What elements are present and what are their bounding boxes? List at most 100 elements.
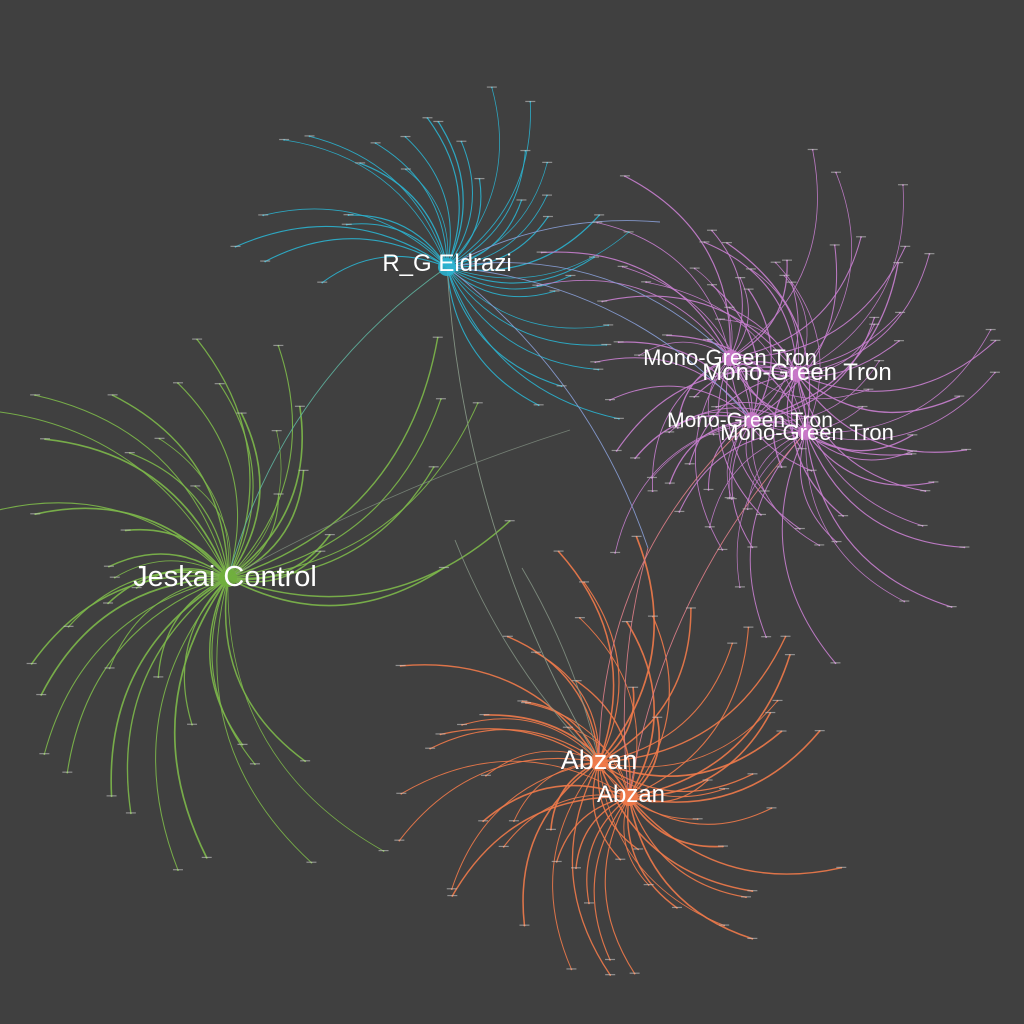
leaf-abzan1-21-tiny-label [553, 550, 564, 552]
edge-jeskai-28 [112, 394, 229, 579]
leaf-abzan2-6-tiny-label [643, 884, 654, 886]
leaf-tron2-10-tiny-label [689, 396, 700, 398]
edge-abzan2-20 [576, 680, 631, 798]
leaf-abzan1-18-tiny-label [517, 700, 528, 702]
leaf-jeskai-9-tiny-label [106, 795, 117, 797]
edge-abzan1-22 [583, 581, 620, 763]
edge-tron3-5 [614, 419, 753, 553]
edge-tron4-20 [646, 281, 807, 433]
leaf-jeskai-40-tiny-label [432, 336, 443, 338]
edge-abzan1-9 [522, 761, 600, 926]
edge-tron1-4 [624, 175, 731, 359]
leaf-abzan1-16-tiny-label [457, 723, 468, 726]
leaf-abzan1-9-tiny-label [519, 924, 530, 926]
edge-eldrazi-25 [446, 256, 595, 284]
leaf-tron1-13-tiny-label [893, 340, 904, 342]
leaf-eldrazi-32-tiny-label [556, 385, 567, 387]
hub-label-jeskai: Jeskai Control [133, 561, 317, 593]
leaf-eldrazi-23-tiny-label [594, 214, 605, 216]
edge-abzan2-9 [586, 796, 630, 904]
leaf-tron2-21-tiny-label [990, 339, 1001, 341]
hub-label-tron-2: Mono-Green Tron [702, 359, 891, 386]
leaf-abzan2-20-tiny-label [571, 680, 582, 682]
leaf-tron2-8-tiny-label [684, 463, 695, 465]
edge-abzan2-27 [628, 712, 771, 798]
edge-jeskai-3 [211, 577, 256, 765]
leaf-tron1-6-tiny-label [707, 229, 718, 231]
edge-tron1-10 [729, 237, 862, 359]
leaf-abzan2-27-tiny-label [765, 711, 776, 714]
edge-jeskai-4 [209, 577, 244, 746]
leaf-abzan1-26-tiny-label [727, 642, 738, 644]
leaf-jeskai-10-tiny-label [153, 676, 164, 678]
hub-label-abzan-2: Abzan [597, 781, 665, 808]
leaf-abzan1-22-tiny-label [579, 581, 590, 583]
leaf-eldrazi-5-tiny-label [343, 214, 354, 216]
leaf-tron1-18-tiny-label [794, 527, 805, 530]
leaf-tron1-14-tiny-label [863, 388, 874, 390]
edge-jeskai-25 [44, 438, 229, 579]
edge-abzan2-23 [628, 616, 670, 798]
leaf-jeskai-45-tiny-label [315, 550, 326, 552]
edge-abzan1-10 [550, 761, 600, 830]
leaf-jeskai-47-tiny-label [438, 566, 449, 569]
edge-eldrazi-5 [348, 214, 448, 268]
leaf-abzan2-7-tiny-label [629, 972, 640, 974]
leaf-abzan2-10-tiny-label [571, 867, 582, 869]
leaf-abzan2-13-tiny-label [498, 845, 509, 848]
leaf-jeskai-26-tiny-label [30, 394, 41, 396]
edge-eldrazi-17 [446, 101, 531, 268]
edge-abzan1-27 [598, 636, 787, 763]
leaf-jeskai-43-tiny-label [428, 466, 439, 468]
edge-eldrazi-0 [321, 255, 448, 283]
hub-label-layer: R_G Eldrazi Jeskai Control Mono-Green Tr… [133, 250, 894, 808]
leaf-abzan2-8-tiny-label [605, 958, 616, 961]
leaf-tron3-20-tiny-label [874, 360, 885, 362]
edge-jeskai-30 [195, 485, 231, 579]
edge-tron4-1 [805, 372, 996, 441]
leaf-tron3-18-tiny-label [893, 262, 904, 264]
leaf-tron1-10-tiny-label [856, 236, 867, 238]
edge-tron2-12 [602, 295, 798, 375]
leaf-tron3-15-tiny-label [743, 288, 754, 290]
edge-jeskai-13 [109, 577, 229, 669]
leaf-jeskai-3-tiny-label [249, 763, 260, 765]
leaf-layer [26, 86, 1001, 976]
edge-abzan2-3 [628, 796, 747, 898]
leaf-abzan2-15-tiny-label [396, 792, 407, 794]
edge-tron3-0 [751, 419, 820, 546]
edge-jeskai-34 [227, 413, 261, 579]
leaf-abzan1-0-tiny-label [747, 773, 758, 775]
edge-tron4-4 [805, 431, 934, 486]
edge-tron3-3 [726, 419, 753, 500]
leaf-tron4-15-tiny-label [646, 476, 657, 479]
leaf-tron1-15-tiny-label [906, 453, 917, 455]
edge-jeskai-33 [219, 383, 254, 579]
edge-jeskai-27 [129, 452, 229, 579]
edge-eldrazi-19 [446, 162, 548, 268]
leaf-jeskai-15-tiny-label [26, 662, 37, 665]
edge-abzan2-17 [484, 714, 630, 798]
leaf-tron4-1-tiny-label [989, 371, 1000, 373]
leaf-jeskai-46-tiny-label [504, 520, 515, 522]
leaf-jeskai-0-tiny-label [378, 849, 389, 852]
edge-tron4-11 [736, 431, 807, 588]
leaf-eldrazi-4-tiny-label [341, 223, 352, 225]
leaf-tron4-22-tiny-label [721, 241, 732, 244]
leaf-tron4-11-tiny-label [734, 586, 745, 588]
leaf-jeskai-32-tiny-label [192, 338, 203, 340]
edge-abzan1-12 [513, 761, 600, 822]
leaf-jeskai-22-tiny-label [30, 513, 41, 515]
leaf-tron3-0-tiny-label [814, 544, 825, 546]
leaf-tron3-7-tiny-label [630, 457, 641, 459]
leaf-abzan2-1-tiny-label [836, 866, 847, 868]
leaf-tron3-14-tiny-label [707, 284, 718, 286]
edge-eldrazi-28 [446, 266, 609, 329]
leaf-tron4-4-tiny-label [928, 481, 939, 483]
leaf-tron1-9-tiny-label [782, 259, 793, 261]
bridge-abzan-center-2 [454, 539, 600, 763]
edge-abzan2-6 [623, 796, 650, 886]
leaf-abzan2-16-tiny-label [435, 733, 446, 735]
edge-tron3-9 [609, 385, 753, 421]
leaf-jeskai-38-tiny-label [273, 493, 284, 495]
